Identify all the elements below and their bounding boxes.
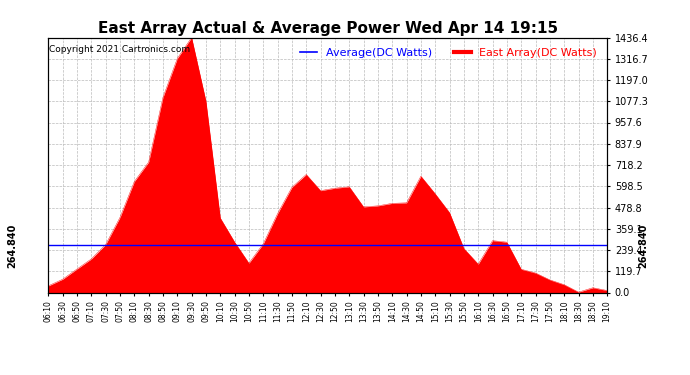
- Legend: Average(DC Watts), East Array(DC Watts): Average(DC Watts), East Array(DC Watts): [295, 43, 602, 62]
- Text: Copyright 2021 Cartronics.com: Copyright 2021 Cartronics.com: [50, 45, 190, 54]
- Text: 264.840: 264.840: [638, 223, 649, 268]
- Text: 264.840: 264.840: [7, 223, 17, 268]
- Title: East Array Actual & Average Power Wed Apr 14 19:15: East Array Actual & Average Power Wed Ap…: [98, 21, 558, 36]
